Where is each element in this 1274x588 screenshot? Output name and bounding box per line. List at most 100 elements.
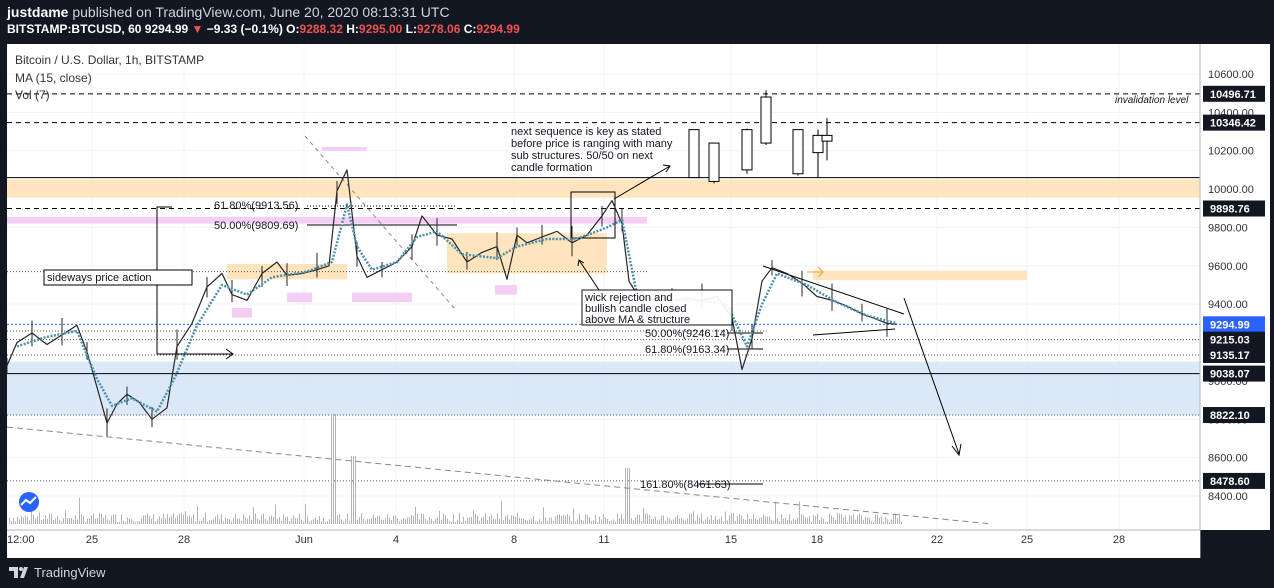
volume-bar [207,521,208,524]
volume-bar [365,520,366,524]
zone-pink [287,292,312,303]
volume-bar [257,518,258,524]
volume-bar [319,516,320,524]
volume-bar [529,519,530,524]
volume-bar [811,521,812,524]
volume-bar [549,517,550,524]
volume-bar [853,514,854,524]
volume-bar [411,514,412,524]
volume-bar [49,513,50,524]
volume-bar [523,518,524,524]
x-tick-label: 8 [511,534,517,546]
volume-bar [601,519,602,524]
volume-bar [97,518,98,524]
volume-bar [885,517,886,524]
volume-bar [9,517,10,524]
volume-bar [751,519,752,524]
volume-bar [813,515,814,524]
volume-bar [597,521,598,524]
price-label-bg [1203,85,1265,102]
volume-bar [185,511,186,524]
volume-bar [799,501,800,524]
volume-bar [499,519,500,524]
volume-bar [767,516,768,524]
volume-bar [651,518,652,524]
volume-bar [403,517,404,524]
arrow-head [225,348,234,360]
volume-bar [439,510,440,524]
volume-bar [143,515,144,524]
volume-bar [225,517,226,524]
legend-title: Bitcoin / U.S. Dollar, 1h, BITSTAMP [15,53,204,67]
volume-bar [391,519,392,524]
volume-bar [839,513,840,524]
price-chart[interactable]: invalidation level 61.80%(9913.56) 50.00%(… [7,44,1270,558]
volume-bar [823,518,824,524]
volume-bar [619,518,620,524]
volume-bar [197,505,198,524]
volume-bar [461,521,462,524]
volume-bar [337,515,338,524]
time-axis[interactable] [7,530,1200,558]
volume-bar [633,520,634,524]
volume-bar [393,515,394,524]
volume-bar [401,519,402,524]
volume-bar [667,517,668,524]
volume-bar [685,520,686,524]
brand-name[interactable]: TradingView [34,565,106,580]
price-label-bg [1203,316,1265,333]
volume-bar [95,518,96,524]
high-value: 9295.00 [358,22,403,36]
volume-bar [729,515,730,524]
volume-bar [867,517,868,524]
future-candles [688,90,833,184]
volume-bar [831,515,832,524]
volume-bar [833,517,834,524]
volume-bar [545,517,546,524]
legend-ma[interactable]: MA (15, close) [15,71,92,85]
volume-bar [223,521,224,524]
x-axis-labels: 12:00 25 28 Jun 4 8 11 15 18 22 25 28 [7,534,1125,546]
volume-bar [331,414,332,524]
volume-bar [891,519,892,524]
published-text: published on TradingView.com, June 20, 2… [68,4,450,20]
publisher-name[interactable]: justdame [7,4,69,20]
volume-bar [99,513,100,524]
volume-bar [103,517,104,524]
x-tick-label: 18 [811,534,823,546]
open-label: O: [286,22,300,36]
volume-bar [447,518,448,524]
volume-bar [295,517,296,524]
volume-bar [595,514,596,524]
volume-bar [727,520,728,524]
volume-bar [443,513,444,524]
volume-bar [113,514,114,524]
volume-bar [303,521,304,524]
y-tick-label: 10600.00 [1208,69,1254,81]
price-label-text: 9135.17 [1210,350,1250,362]
volume-bar [43,519,44,524]
volume-bar [247,518,248,524]
volume-bar [215,516,216,524]
legend-vol[interactable]: Vol (7) [15,88,50,102]
volume-bar [583,520,584,524]
candle-body [760,96,772,144]
volume-bar [281,520,282,524]
volume-bar [59,519,60,524]
volume-bar [859,513,860,524]
volume-bar [877,514,878,524]
volume-bar [193,514,194,524]
volume-bar [339,513,340,524]
volume-bar [863,520,864,524]
volume-bar [195,521,196,524]
zone-orange [447,233,607,274]
volume-bar [363,518,364,524]
volume-bar [299,514,300,524]
volume-bar [355,456,356,524]
volume-bar [883,521,884,524]
volume-bar [261,515,262,524]
volume-bar [323,517,324,524]
price-label-bg [1203,472,1265,489]
volume-bar [507,514,508,524]
volume-bar [289,521,290,524]
